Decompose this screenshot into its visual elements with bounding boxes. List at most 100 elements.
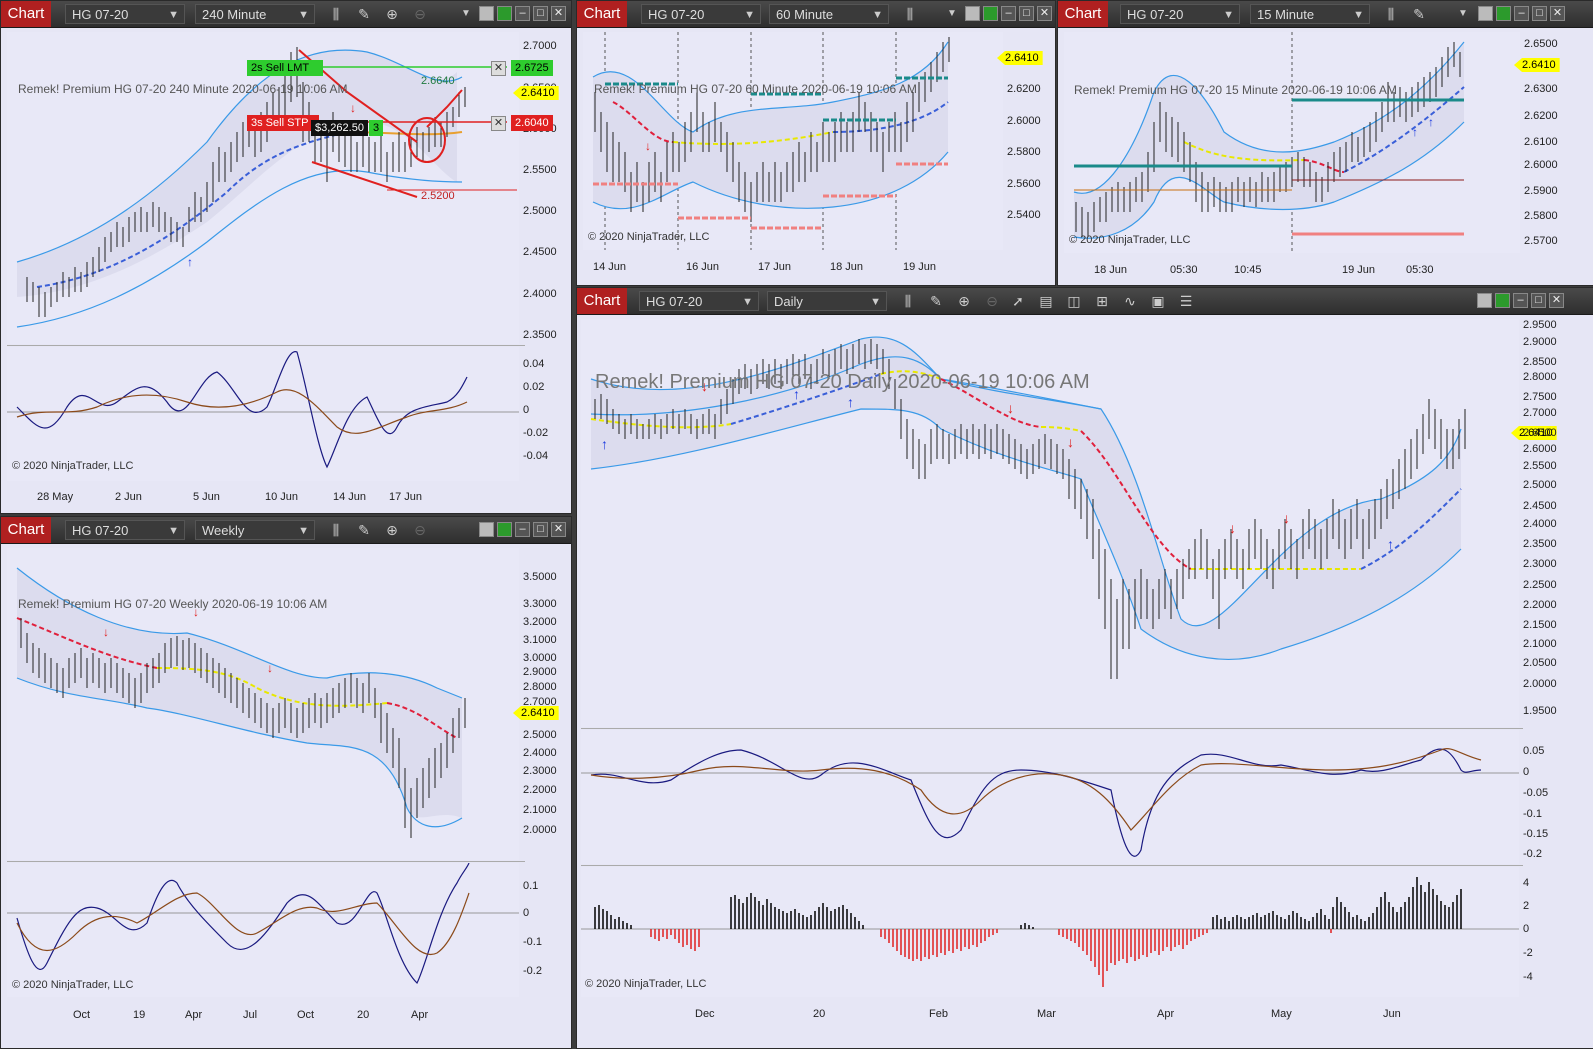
price-panel[interactable]: ↓ ↓ ↓ Remek! Premium HG 07-20 Weekly 202… [7, 548, 519, 860]
instrument-selector[interactable]: HG 07-20 ▼ [641, 4, 761, 24]
window-link-button[interactable] [497, 6, 512, 21]
cursor-icon[interactable]: ➚ [1012, 293, 1024, 309]
x-tick: 20 [813, 1008, 826, 1020]
interval-selector[interactable]: Weekly ▼ [195, 520, 315, 540]
zoom-out-icon[interactable]: ⊖ [414, 6, 426, 22]
interval-selector[interactable]: 240 Minute ▼ [195, 4, 315, 24]
bar-style-icon[interactable]: ⫼ [906, 6, 914, 22]
interval-label: Daily [774, 294, 803, 309]
zoom-in-icon[interactable]: ⊕ [386, 522, 398, 538]
svg-text:↑: ↑ [601, 436, 608, 452]
instrument-selector[interactable]: HG 07-20 ▼ [639, 291, 759, 311]
instrument-selector[interactable]: HG 07-20 ▼ [65, 520, 185, 540]
bar-style-icon[interactable]: ⫼ [1387, 6, 1395, 22]
draw-pencil-icon[interactable]: ✎ [930, 293, 942, 309]
y-tick: 3.0000 [523, 652, 557, 664]
interval-selector[interactable]: 15 Minute ▼ [1250, 4, 1370, 24]
window-gray-button[interactable] [1478, 6, 1493, 21]
x-tick: 05:30 [1406, 264, 1434, 276]
data-box-icon[interactable]: ▤ [1039, 293, 1053, 309]
price-panel[interactable]: ↓ Remek! Premium HG 07-20 60 Minute 2020… [583, 32, 1003, 250]
price-panel[interactable]: ↑ ↓ ↑ ↑ ↓ ↓ ↓ ↓ ↑ Remek! Premium HG 07-2… [581, 319, 1519, 727]
maximize-button[interactable]: □ [1531, 293, 1546, 308]
zoom-out-icon[interactable]: ⊖ [986, 293, 998, 309]
maximize-button[interactable]: □ [1019, 6, 1034, 21]
maximize-button[interactable]: □ [533, 522, 548, 537]
zoom-out-icon[interactable]: ⊖ [414, 522, 426, 538]
window-gray-button[interactable] [965, 6, 980, 21]
last-price-tag: 2.6410 [513, 706, 559, 720]
bar-style-icon[interactable]: ⫼ [904, 293, 912, 309]
bar-style-icon[interactable]: ⫼ [332, 522, 340, 538]
minimize-button[interactable]: – [515, 6, 530, 21]
maximize-button[interactable]: □ [1532, 6, 1547, 21]
x-tick: 20 [357, 1009, 370, 1021]
templates-icon[interactable]: ◫ [1067, 293, 1081, 309]
chart-tab[interactable]: Chart [1, 1, 51, 27]
chart-tab[interactable]: Chart [1058, 1, 1108, 27]
overflow-menu-icon[interactable]: ▼ [461, 8, 471, 19]
y-tick: 2.5800 [1007, 146, 1041, 158]
zoom-in-icon[interactable]: ⊕ [958, 293, 970, 309]
interval-label: 60 Minute [776, 7, 834, 22]
copyright: © 2020 NinjaTrader, LLC [588, 231, 710, 243]
window-gray-button[interactable] [1477, 293, 1492, 308]
svg-text:↑: ↑ [1428, 115, 1434, 129]
close-button[interactable]: ✕ [1037, 6, 1052, 21]
window-link-button[interactable] [497, 522, 512, 537]
y-tick: 3.2000 [523, 616, 557, 628]
minimize-button[interactable]: – [515, 522, 530, 537]
chart-tab[interactable]: Chart [1, 517, 51, 543]
histogram-panel[interactable]: © 2020 NinjaTrader, LLC [581, 867, 1519, 997]
window-gray-button[interactable] [479, 522, 494, 537]
sell-stop-order[interactable]: 3s Sell STP [247, 115, 319, 131]
draw-pencil-icon[interactable]: ✎ [358, 522, 370, 538]
window-link-button[interactable] [1495, 293, 1510, 308]
zoom-in-icon[interactable]: ⊕ [386, 6, 398, 22]
y-tick: 2.4500 [523, 246, 557, 258]
instrument-label: HG 07-20 [72, 523, 129, 538]
oscillator-panel[interactable] [581, 730, 1519, 864]
oscillator-svg [7, 351, 519, 469]
list-icon[interactable]: ☰ [1179, 293, 1193, 309]
properties-icon[interactable]: ▣ [1151, 293, 1165, 309]
draw-pencil-icon[interactable]: ✎ [1413, 6, 1425, 22]
draw-pencil-icon[interactable]: ✎ [358, 6, 370, 22]
x-tick: 19 Jun [1342, 264, 1376, 276]
price-panel[interactable]: ↑ ↓ Remek! Premium HG 07-20 240 Minute 2… [7, 32, 519, 344]
oscillator-panel[interactable]: © 2020 NinjaTrader, LLC [7, 347, 519, 481]
overflow-menu-icon[interactable]: ▼ [1458, 8, 1468, 19]
y-tick: 2.9500 [1523, 319, 1557, 331]
indicators-icon[interactable]: ∿ [1124, 293, 1136, 309]
close-button[interactable]: ✕ [551, 6, 566, 21]
y-tick: 2.7000 [523, 696, 557, 708]
close-button[interactable]: ✕ [1549, 293, 1564, 308]
cancel-order-icon[interactable]: ✕ [491, 116, 506, 131]
window-gray-button[interactable] [479, 6, 494, 21]
price-panel[interactable]: ↑ ↑ Remek! Premium HG 07-20 15 Minute 20… [1064, 32, 1520, 253]
strategies-icon[interactable]: ⊞ [1096, 293, 1108, 309]
oscillator-panel[interactable]: © 2020 NinjaTrader, LLC [7, 863, 519, 997]
cancel-order-icon[interactable]: ✕ [491, 61, 506, 76]
instrument-selector[interactable]: HG 07-20 ▼ [65, 4, 185, 24]
interval-selector[interactable]: Daily ▼ [767, 291, 887, 311]
y-tick: 2.5400 [1007, 209, 1041, 221]
window-link-button[interactable] [1496, 6, 1511, 21]
interval-selector[interactable]: 60 Minute ▼ [769, 4, 889, 24]
osc-tick: 0 [523, 907, 530, 919]
maximize-button[interactable]: □ [533, 6, 548, 21]
minimize-button[interactable]: – [1001, 6, 1016, 21]
window-link-button[interactable] [983, 6, 998, 21]
close-button[interactable]: ✕ [551, 522, 566, 537]
chart-tab[interactable]: Chart [577, 288, 627, 314]
instrument-selector[interactable]: HG 07-20 ▼ [1120, 4, 1240, 24]
minimize-button[interactable]: – [1514, 6, 1529, 21]
overflow-menu-icon[interactable]: ▼ [947, 8, 957, 19]
level-label: 2.6640 [421, 75, 455, 87]
minimize-button[interactable]: – [1513, 293, 1528, 308]
bar-style-icon[interactable]: ⫼ [332, 6, 340, 22]
y-tick: 1.9500 [1523, 705, 1557, 717]
close-button[interactable]: ✕ [1550, 6, 1565, 21]
sell-limit-order[interactable]: 2s Sell LMT [247, 60, 323, 76]
chart-tab[interactable]: Chart [577, 1, 627, 27]
